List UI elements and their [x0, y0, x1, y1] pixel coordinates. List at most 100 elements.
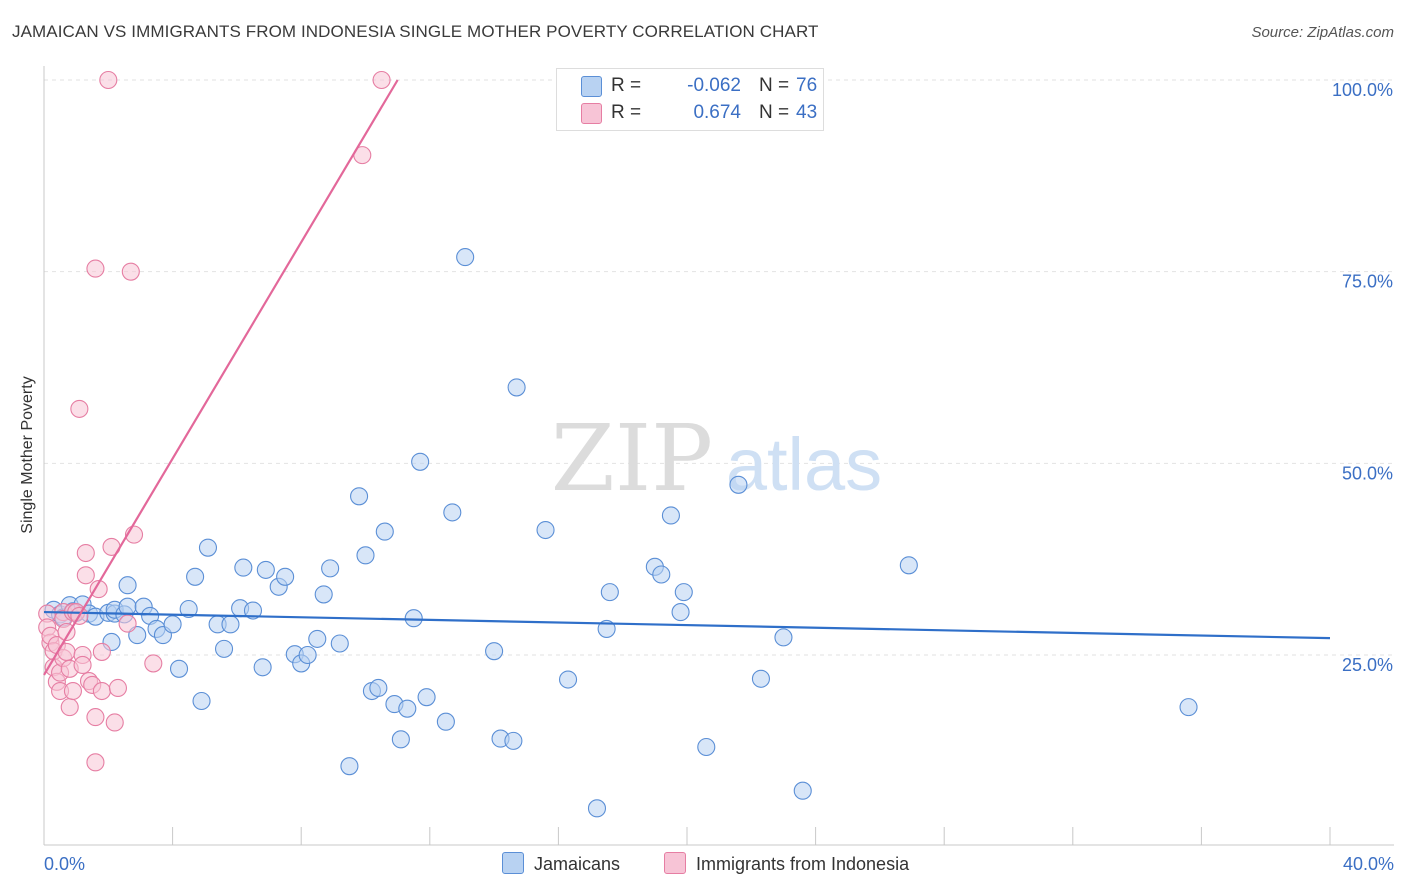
trendline-indonesia	[43, 79, 399, 676]
chart-title: JAMAICAN VS IMMIGRANTS FROM INDONESIA SI…	[12, 22, 819, 41]
x-tick-min: 0.0%	[44, 854, 85, 874]
point-jamaicans	[558, 670, 578, 689]
point-jamaicans	[243, 601, 263, 620]
point-indonesia	[105, 713, 124, 732]
trend-lines	[43, 79, 1331, 676]
point-jamaicans	[443, 503, 462, 522]
y-tick-label: 50.0%	[1342, 463, 1393, 483]
point-jamaicans	[118, 576, 137, 595]
point-jamaicans	[751, 669, 770, 688]
n-value: 76	[796, 75, 818, 96]
point-jamaicans	[298, 645, 317, 665]
point-jamaicans	[369, 678, 388, 698]
point-jamaicans	[350, 487, 369, 506]
point-jamaicans	[404, 609, 423, 628]
point-jamaicans	[774, 628, 793, 647]
y-tick-labels: 25.0% 50.0% 75.0% 100.0%	[1332, 80, 1393, 675]
y-axis-label: Single Mother Poverty	[19, 376, 36, 534]
watermark-zip: ZIP	[551, 405, 713, 512]
point-indonesia	[76, 566, 95, 585]
point-jamaicans	[652, 565, 671, 584]
point-indonesia	[92, 681, 111, 701]
series-indonesia	[38, 70, 391, 772]
point-jamaicans	[674, 583, 693, 602]
legend-swatch-pink	[664, 852, 686, 874]
y-tick-label: 100.0%	[1332, 80, 1393, 100]
point-jamaicans	[391, 730, 410, 749]
point-jamaicans	[504, 731, 523, 750]
legend-swatch-blue	[502, 852, 524, 874]
point-jamaicans	[729, 475, 748, 494]
legend-swatch-pink	[581, 103, 602, 124]
point-indonesia	[121, 262, 140, 281]
legend-label-indonesia: Immigrants from Indonesia	[696, 854, 910, 874]
point-indonesia	[60, 698, 79, 717]
legend-item-indonesia: Immigrants from Indonesia	[664, 852, 909, 875]
point-indonesia	[92, 642, 111, 661]
point-jamaicans	[1179, 698, 1198, 717]
point-jamaicans	[186, 567, 205, 586]
point-jamaicans	[793, 781, 812, 800]
legend-swatch-blue	[581, 76, 602, 97]
point-jamaicans	[697, 737, 716, 757]
point-jamaicans	[456, 248, 475, 267]
point-jamaicans	[587, 799, 607, 818]
point-jamaicans	[163, 615, 182, 634]
y-tick-label: 25.0%	[1342, 655, 1393, 675]
legend-label-jamaicans: Jamaicans	[534, 854, 621, 874]
point-jamaicans	[507, 378, 526, 397]
point-jamaicans	[485, 642, 504, 661]
point-jamaicans	[314, 585, 333, 604]
trendline-jamaicans	[43, 610, 1331, 640]
point-indonesia	[57, 622, 76, 642]
point-jamaicans	[179, 599, 198, 619]
r-label: R =	[611, 75, 642, 96]
point-indonesia	[86, 753, 105, 772]
point-indonesia	[118, 614, 137, 633]
point-indonesia	[63, 681, 82, 701]
legend-item-jamaicans: Jamaicans	[502, 852, 620, 875]
r-value: 0.674	[693, 102, 741, 123]
point-jamaicans	[436, 712, 455, 731]
point-jamaicans	[536, 520, 555, 540]
source-label: Source: ZipAtlas.com	[1251, 24, 1394, 41]
n-label: N =	[759, 102, 790, 123]
point-jamaicans	[661, 506, 680, 525]
series-jamaicans	[44, 248, 1198, 818]
point-jamaicans	[198, 538, 218, 557]
x-tick-max: 40.0%	[1343, 854, 1394, 874]
point-jamaicans	[276, 567, 295, 586]
point-indonesia	[89, 580, 108, 599]
watermark-atlas: atlas	[726, 423, 882, 506]
point-jamaicans	[597, 619, 616, 638]
point-jamaicans	[356, 546, 375, 565]
point-jamaicans	[398, 699, 417, 718]
point-jamaicans	[411, 452, 430, 471]
point-indonesia	[144, 654, 163, 673]
point-indonesia	[86, 708, 105, 727]
y-tick-label: 75.0%	[1342, 272, 1393, 292]
point-jamaicans	[221, 615, 240, 634]
point-jamaicans	[308, 629, 327, 648]
point-jamaicans	[214, 639, 234, 658]
point-jamaicans	[169, 659, 189, 678]
point-indonesia	[99, 70, 118, 90]
point-jamaicans	[417, 688, 436, 707]
r-label: R =	[611, 102, 642, 123]
point-jamaicans	[234, 558, 253, 577]
point-jamaicans	[375, 522, 394, 541]
point-indonesia	[73, 655, 92, 675]
point-jamaicans	[340, 757, 359, 776]
point-indonesia	[76, 543, 95, 563]
point-indonesia	[108, 678, 127, 698]
watermark: ZIP atlas	[551, 405, 882, 512]
point-jamaicans	[899, 556, 918, 575]
point-jamaicans	[192, 691, 211, 711]
n-label: N =	[759, 75, 790, 96]
point-jamaicans	[671, 603, 690, 622]
n-value: 43	[796, 102, 818, 123]
stats-legend: R = -0.062 N = 76 R = 0.674 N = 43	[556, 68, 824, 131]
r-value: -0.062	[687, 75, 741, 96]
point-indonesia	[86, 259, 105, 278]
point-jamaicans	[321, 559, 340, 578]
